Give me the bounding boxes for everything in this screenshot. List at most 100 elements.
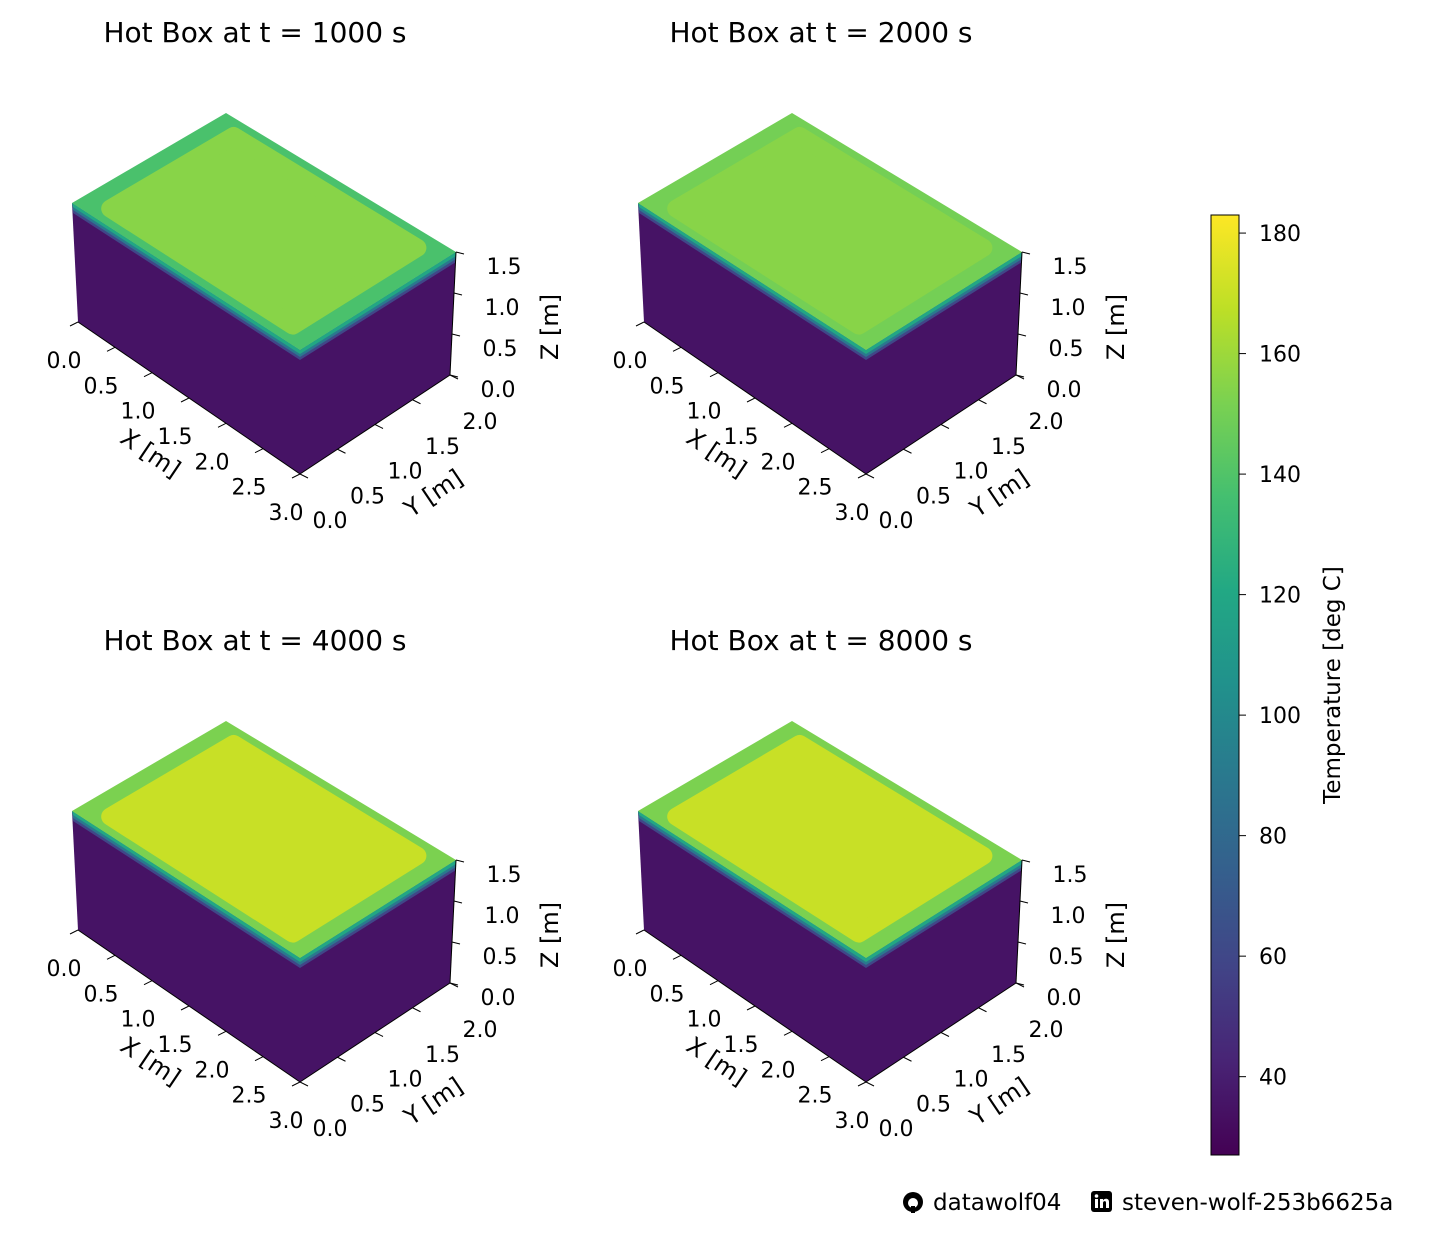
z-tick-label: 0.5 xyxy=(483,337,518,362)
y-tick-label: 2.0 xyxy=(1029,410,1064,435)
github-handle: datawolf04 xyxy=(933,1190,1061,1216)
x-tick-mark xyxy=(635,321,645,327)
colorbar-tick-label: 180 xyxy=(1259,222,1301,247)
z-axis-line xyxy=(1015,251,1023,376)
y-tick-label: 0.5 xyxy=(350,484,385,509)
x-tick-mark xyxy=(106,954,116,960)
x-tick-mark xyxy=(709,980,719,986)
x-tick-mark xyxy=(746,397,756,403)
y-tick-label: 1.5 xyxy=(425,435,460,460)
x-tick-mark xyxy=(746,1005,756,1011)
x-tick-label: 2.0 xyxy=(761,450,796,475)
z-tick-mark xyxy=(451,941,461,945)
z-tick-mark xyxy=(453,292,463,296)
z-tick-mark xyxy=(1017,333,1027,337)
github-icon xyxy=(903,1192,923,1213)
x-tick-mark xyxy=(254,448,264,454)
subplot-title: Hot Box at t = 2000 s xyxy=(669,16,972,49)
y-tick-mark xyxy=(903,448,912,454)
y-tick-mark xyxy=(865,1081,875,1087)
colorbar-tick-label: 140 xyxy=(1259,463,1301,488)
y-tick-mark xyxy=(940,424,950,429)
colorbar-tick-label: 100 xyxy=(1259,704,1301,729)
y-tick-mark xyxy=(374,1032,384,1037)
x-tick-mark xyxy=(820,448,830,454)
y-tick-label: 2.0 xyxy=(1029,1018,1064,1043)
x-tick-label: 0.0 xyxy=(613,957,648,982)
side-band-right xyxy=(300,252,456,354)
z-tick-label: 0.5 xyxy=(1049,945,1084,970)
x-tick-label: 1.0 xyxy=(121,1008,156,1033)
z-tick-mark xyxy=(1021,251,1031,255)
y-tick-mark xyxy=(337,448,346,454)
y-tick-label: 1.5 xyxy=(991,435,1026,460)
x-tick-label: 0.5 xyxy=(650,374,685,399)
z-tick-label: 1.0 xyxy=(485,904,520,929)
x-tick-mark xyxy=(143,372,153,378)
colorbar-tick-label: 40 xyxy=(1259,1066,1287,1091)
x-tick-label: 3.0 xyxy=(269,501,304,526)
colorbar-tick-label: 60 xyxy=(1259,945,1287,970)
z-tick-label: 0.0 xyxy=(481,986,516,1011)
side-face-front xyxy=(638,811,866,1082)
z-axis-label: Z [m] xyxy=(1102,902,1130,968)
z-tick-mark xyxy=(449,982,459,986)
side-band-right xyxy=(866,860,1022,962)
x-tick-label: 1.0 xyxy=(121,400,156,425)
z-axis-label: Z [m] xyxy=(536,294,564,360)
side-face-front xyxy=(72,811,300,1082)
y-tick-label: 2.0 xyxy=(463,410,498,435)
github-icon-neck xyxy=(911,1206,915,1213)
y-tick-label: 2.0 xyxy=(463,1018,498,1043)
x-tick-label: 3.0 xyxy=(835,501,870,526)
x-tick-label: 2.0 xyxy=(761,1058,796,1083)
side-face-front xyxy=(638,203,866,474)
x-tick-mark xyxy=(69,321,79,327)
x-tick-mark xyxy=(217,1030,227,1036)
x-tick-mark xyxy=(857,1081,867,1087)
x-tick-label: 1.5 xyxy=(724,1033,759,1058)
x-tick-mark xyxy=(291,473,301,479)
x-tick-mark xyxy=(635,929,645,935)
y-tick-label: 0.5 xyxy=(916,1092,951,1117)
x-tick-label: 3.0 xyxy=(269,1109,304,1134)
y-tick-mark xyxy=(299,1081,309,1087)
github-icon-face xyxy=(908,1198,918,1208)
y-tick-mark xyxy=(940,1032,950,1037)
z-tick-label: 0.0 xyxy=(1047,378,1082,403)
z-axis-line xyxy=(1015,859,1023,984)
x-tick-label: 2.5 xyxy=(232,476,267,501)
linkedin-icon-n xyxy=(1100,1198,1109,1208)
y-tick-mark xyxy=(412,1007,421,1013)
side-band-front xyxy=(638,811,866,962)
y-tick-mark xyxy=(978,1007,987,1013)
x-tick-mark xyxy=(180,397,190,403)
top-face-center xyxy=(101,735,427,943)
z-axis-label: Z [m] xyxy=(1102,294,1130,360)
y-tick-mark xyxy=(412,399,421,405)
y-tick-mark xyxy=(903,1056,912,1062)
y-tick-label: 1.0 xyxy=(954,1068,989,1093)
x-tick-label: 0.0 xyxy=(47,957,82,982)
z-tick-label: 1.0 xyxy=(1051,296,1086,321)
side-band-front xyxy=(72,203,300,354)
z-tick-label: 1.0 xyxy=(485,296,520,321)
side-band-right xyxy=(866,252,1022,354)
z-axis-label: Z [m] xyxy=(536,902,564,968)
x-tick-mark xyxy=(672,954,682,960)
colorbar-tick-label: 120 xyxy=(1259,584,1301,609)
subplot-panel: Hot Box at t = 1000 s0.00.51.01.52.02.53… xyxy=(47,16,565,534)
x-tick-label: 0.5 xyxy=(84,982,119,1007)
y-tick-mark xyxy=(978,399,987,405)
linkedin-icon-dot xyxy=(1094,1194,1099,1198)
footer: datawolf04 steven-wolf-253b6625a xyxy=(903,1190,1393,1216)
z-axis-line xyxy=(449,251,457,376)
z-tick-label: 0.0 xyxy=(481,378,516,403)
z-tick-mark xyxy=(1017,941,1027,945)
z-tick-label: 0.5 xyxy=(1049,337,1084,362)
z-tick-mark xyxy=(1021,859,1031,863)
y-tick-label: 0.0 xyxy=(879,1117,914,1142)
y-tick-label: 0.5 xyxy=(350,1092,385,1117)
